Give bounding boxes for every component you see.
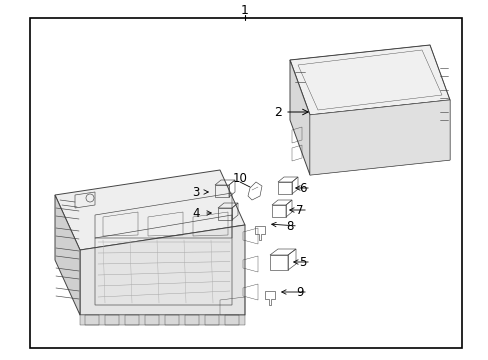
Text: 4: 4 <box>192 207 199 220</box>
Polygon shape <box>80 315 244 325</box>
Text: 9: 9 <box>296 285 303 298</box>
Polygon shape <box>55 170 244 250</box>
Text: 8: 8 <box>286 220 293 233</box>
Polygon shape <box>289 60 309 175</box>
Polygon shape <box>309 100 449 175</box>
Text: 6: 6 <box>299 181 306 194</box>
Text: 7: 7 <box>296 203 303 216</box>
Polygon shape <box>309 100 449 175</box>
Text: 2: 2 <box>273 105 282 118</box>
Polygon shape <box>289 45 449 115</box>
Polygon shape <box>55 195 80 315</box>
Text: 5: 5 <box>299 256 306 269</box>
Polygon shape <box>80 225 244 315</box>
Text: 1: 1 <box>241 4 248 17</box>
Text: 10: 10 <box>232 171 247 185</box>
Text: 3: 3 <box>192 185 199 198</box>
